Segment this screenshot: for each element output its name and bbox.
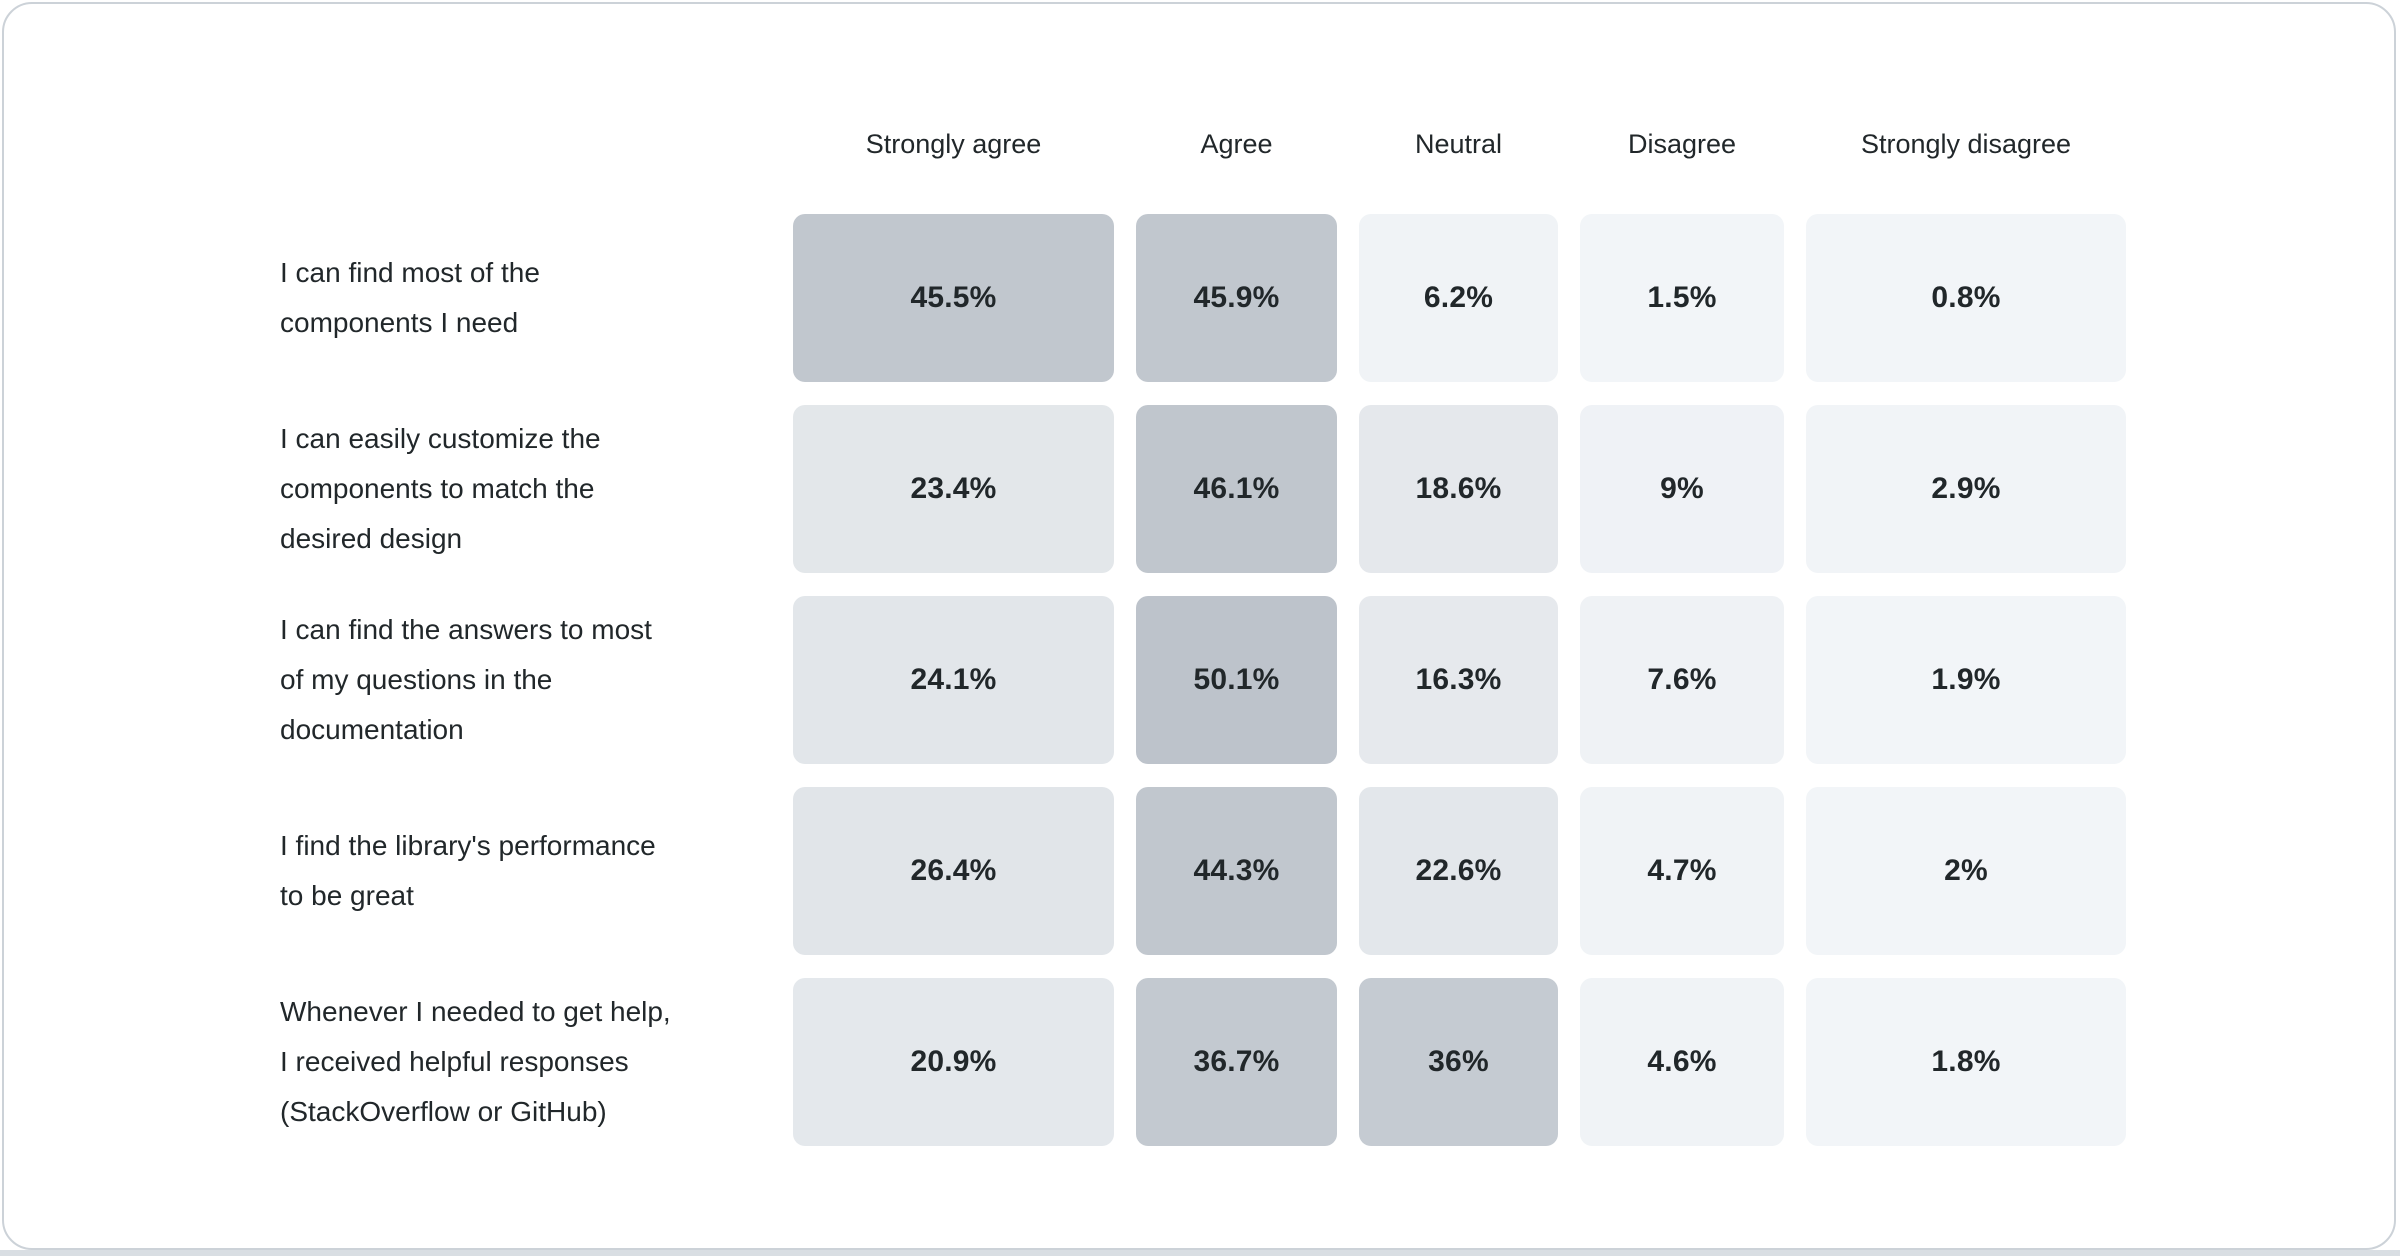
row-label: I can find most of the components I need [280, 257, 540, 338]
row-label: I find the library's performance to be g… [280, 830, 656, 911]
heatmap-cell: 9% [1580, 405, 1784, 573]
heatmap-cell: 44.3% [1136, 787, 1337, 955]
column-header-agree: Agree [1200, 129, 1273, 159]
heatmap-cell: 50.1% [1136, 596, 1337, 764]
column-header-neutral: Neutral [1414, 129, 1503, 159]
heatmap-cell: 4.6% [1580, 978, 1784, 1146]
heatmap-cell: 45.5% [793, 214, 1114, 382]
heatmap-cell: 20.9% [793, 978, 1114, 1146]
bottom-edge-divider [0, 1250, 2400, 1256]
heatmap-cell: 1.5% [1580, 214, 1784, 382]
heatmap-cell: 0.8% [1806, 214, 2126, 382]
heatmap-cell: 4.7% [1580, 787, 1784, 955]
heatmap-cell: 45.9% [1136, 214, 1337, 382]
row-label: I can find the answers to most of my que… [280, 614, 652, 745]
survey-heatmap-table: Strongly agree Agree Neutral Disagree St… [280, 129, 2135, 1146]
heatmap-cell: 24.1% [793, 596, 1114, 764]
heatmap-cell: 2% [1806, 787, 2126, 955]
column-header-strongly-agree: Strongly agree [865, 129, 1042, 159]
column-header-disagree: Disagree [1627, 129, 1737, 159]
corner-spacer [280, 129, 771, 159]
heatmap-cell: 1.9% [1806, 596, 2126, 764]
heatmap-cell: 2.9% [1806, 405, 2126, 573]
column-header-strongly-disagree: Strongly disagree [1860, 129, 2072, 159]
heatmap-cell: 46.1% [1136, 405, 1337, 573]
column-header-row: Strongly agree Agree Neutral Disagree St… [280, 129, 2135, 159]
heatmap-cell: 23.4% [793, 405, 1114, 573]
heatmap-cell: 22.6% [1359, 787, 1558, 955]
heatmap-body: I can find most of the components I need… [280, 214, 2135, 1146]
heatmap-cell: 36% [1359, 978, 1558, 1146]
heatmap-cell: 26.4% [793, 787, 1114, 955]
heatmap-cell: 36.7% [1136, 978, 1337, 1146]
heatmap-cell: 7.6% [1580, 596, 1784, 764]
heatmap-cell: 16.3% [1359, 596, 1558, 764]
heatmap-cell: 1.8% [1806, 978, 2126, 1146]
heatmap-cell: 6.2% [1359, 214, 1558, 382]
row-label: Whenever I needed to get help, I receive… [280, 996, 671, 1127]
row-label: I can easily customize the components to… [280, 423, 601, 554]
heatmap-cell: 18.6% [1359, 405, 1558, 573]
